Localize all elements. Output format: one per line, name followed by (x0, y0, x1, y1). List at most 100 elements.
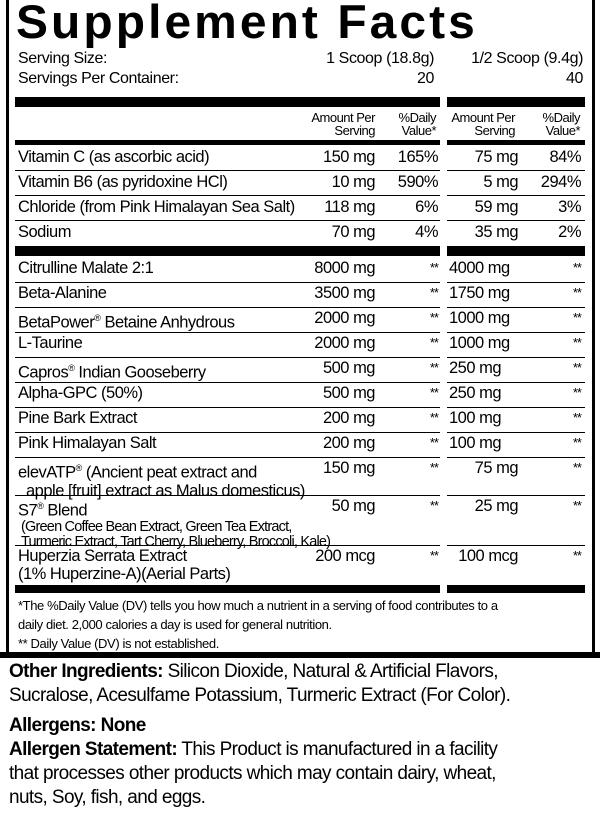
nutrient-half-amount: 5 mg (483, 173, 518, 191)
thick-bar (447, 585, 585, 593)
row-divider (447, 495, 585, 496)
serving-size-label: Serving Size: (18, 50, 108, 67)
nutrient-half-amount: 35 mg (474, 223, 519, 241)
row-divider (15, 307, 440, 308)
row-divider (447, 195, 585, 196)
nutrient-name: Vitamin C (as ascorbic acid) (18, 148, 210, 166)
nutrient-half-dv: 294% (540, 173, 582, 191)
ingredient-amount: 500 mg (322, 384, 376, 402)
ingredient-row: Alpha-GPC (50%) 500 mg ** 250 mg ** (15, 384, 585, 408)
nutrient-amount: 10 mg (331, 173, 376, 191)
header-half-amount: Amount Per Serving (451, 110, 515, 138)
ingredient-amount: 3500 mg (314, 284, 375, 302)
row-divider (15, 220, 440, 221)
ingredient-half-amount: 1750 mg (449, 284, 510, 302)
ingredient-half-dv: ** (572, 335, 582, 350)
ingredient-row: Capros® Indian Gooseberry 500 mg ** 250 mg *… (15, 359, 585, 383)
thick-bar (447, 97, 585, 107)
ingredient-name: Pink Himalayan Salt (18, 434, 157, 452)
ingredient-amount: 8000 mg (314, 259, 375, 277)
row-divider (447, 332, 585, 333)
ingredient-amount: 500 mg (322, 359, 376, 377)
nutrient-amount: 150 mg (322, 148, 376, 166)
ingredient-half-amount: 250 mg (449, 384, 502, 402)
header-amount: Amount Per Serving (311, 110, 375, 138)
header-half-dv: %Daily Value* (542, 110, 581, 138)
ingredient-amount: 200 mg (322, 434, 376, 452)
servings-half: 40 (566, 70, 583, 87)
row-divider (15, 170, 440, 171)
serving-size-full: 1 Scoop (18.8g) (326, 50, 434, 67)
ingredient-half-dv: ** (572, 460, 582, 475)
ingredient-dv: ** (429, 335, 439, 350)
ingredient-amount: 2000 mg (314, 309, 375, 327)
servings-per-container-label: Servings Per Container: (18, 70, 179, 87)
nutrient-half-dv: 3% (558, 198, 581, 216)
row-divider (447, 170, 585, 171)
row-divider (447, 432, 585, 433)
ingredient-name: Huperzia Serrata Extract (1% Huperzine-A)… (18, 547, 231, 583)
ingredient-dv: ** (429, 260, 439, 275)
ingredient-name: S7® Blend (Green Coffee Bean Extract, Gre… (18, 501, 331, 550)
ingredient-half-amount: 250 mg (449, 359, 502, 377)
ingredient-half-dv: ** (572, 410, 582, 425)
ingredient-row: BetaPower® Betaine Anhydrous 2000 mg ** 100… (15, 309, 585, 333)
nutrient-dv: 590% (397, 173, 439, 191)
ingredient-half-amount: 25 mg (474, 497, 519, 515)
ingredient-row: Beta-Alanine 3500 mg ** 1750 mg ** (15, 284, 585, 308)
nutrient-name: Sodium (18, 223, 71, 241)
row-divider (447, 545, 585, 546)
nutrient-half-dv: 84% (549, 148, 581, 166)
thick-bar (15, 97, 440, 107)
nutrient-amount: 70 mg (331, 223, 376, 241)
serving-size-half: 1/2 Scoop (9.4g) (471, 50, 583, 67)
section-divider (0, 652, 600, 658)
nutrient-name: Vitamin B6 (as pyridoxine HCl) (18, 173, 228, 191)
ingredient-name: Alpha-GPC (50%) (18, 384, 143, 402)
row-divider (447, 220, 585, 221)
ingredient-half-amount: 4000 mg (449, 259, 510, 277)
ingredient-half-dv: ** (572, 285, 582, 300)
ingredient-name: BetaPower® Betaine Anhydrous (18, 313, 235, 332)
row-divider (15, 382, 440, 383)
ingredient-row: Huperzia Serrata Extract (1% Huperzine-A)… (15, 547, 585, 583)
ingredient-row: L-Taurine 2000 mg ** 1000 mg ** (15, 334, 585, 358)
ingredient-half-dv: ** (572, 310, 582, 325)
ingredient-row: Pink Himalayan Salt 200 mg ** 100 mg ** (15, 434, 585, 458)
nutrient-half-amount: 75 mg (474, 148, 519, 166)
row-divider (15, 282, 440, 283)
header-dv: %Daily Value* (398, 110, 437, 138)
row-divider (447, 307, 585, 308)
thick-bar (15, 246, 440, 256)
ingredient-half-dv: ** (572, 385, 582, 400)
row-divider (15, 545, 440, 546)
ingredient-dv: ** (429, 310, 439, 325)
ingredient-half-dv: ** (572, 360, 582, 375)
row-divider (447, 382, 585, 383)
ingredient-dv: ** (429, 410, 439, 425)
ingredient-half-amount: 1000 mg (449, 309, 510, 327)
ingredient-half-amount: 1000 mg (449, 334, 510, 352)
ingredient-half-dv: ** (572, 260, 582, 275)
row-divider (447, 282, 585, 283)
ingredient-half-dv: ** (572, 498, 582, 513)
row-divider (15, 332, 440, 333)
row-divider (15, 407, 440, 408)
nutrient-name: Chloride (from Pink Himalayan Sea Salt) (18, 198, 295, 216)
thick-bar (447, 246, 585, 256)
ingredient-amount: 150 mg (322, 459, 376, 477)
row-divider (15, 495, 440, 496)
row-divider (15, 195, 440, 196)
ingredient-dv: ** (429, 460, 439, 475)
ingredient-half-dv: ** (572, 548, 582, 563)
nutrient-row: Vitamin B6 (as pyridoxine HCl) 10 mg 590% 5… (15, 173, 585, 197)
ingredient-name: Pine Bark Extract (18, 409, 137, 427)
bar (447, 140, 585, 145)
servings-full: 20 (417, 70, 434, 87)
nutrient-half-amount: 59 mg (474, 198, 519, 216)
ingredient-row: Pine Bark Extract 200 mg ** 100 mg ** (15, 409, 585, 433)
row-divider (447, 357, 585, 358)
thick-bar (15, 585, 440, 593)
ingredient-half-amount: 100 mg (449, 409, 502, 427)
ingredient-name: elevATP® (Ancient peat extract and apple … (18, 463, 305, 500)
